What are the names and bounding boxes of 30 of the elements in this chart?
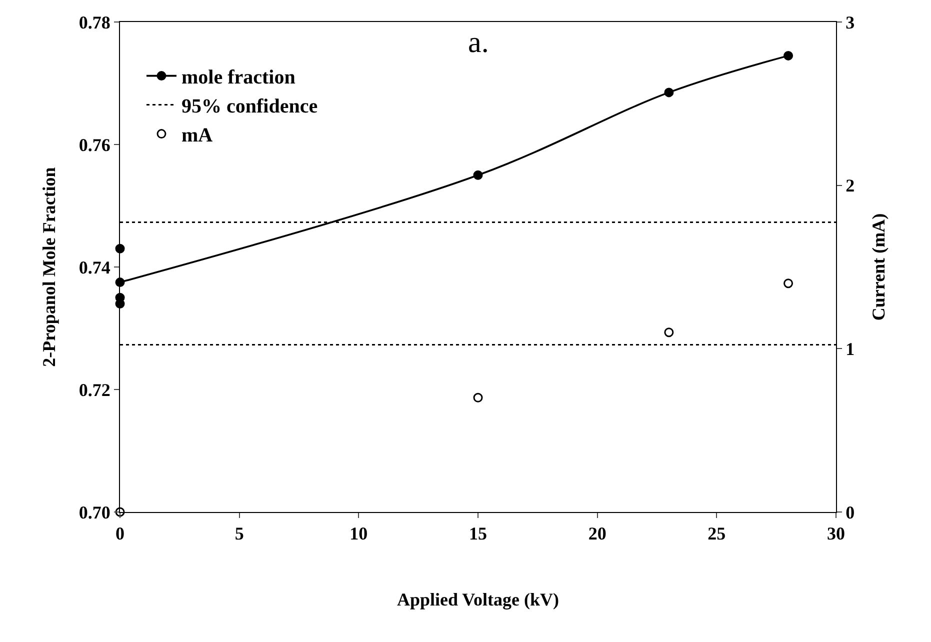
y2-tick-label: 0 <box>846 502 855 522</box>
y2-tick-label: 1 <box>846 338 855 359</box>
point <box>473 170 483 180</box>
y2-tick-label: 2 <box>846 176 855 196</box>
y-tick-label: 0.78 <box>78 12 110 32</box>
x-axis-title: Applied Voltage (kV) <box>396 590 560 610</box>
y-tick-label: 0.74 <box>78 257 110 278</box>
point <box>115 507 125 517</box>
legend-label: mA <box>181 124 214 147</box>
x-tick-label: 15 <box>469 524 487 544</box>
point <box>473 392 483 402</box>
annotation: a. <box>468 26 489 59</box>
y2-tick-label: 3 <box>846 12 855 32</box>
x-tick-label: 0 <box>116 524 124 544</box>
y-tick-label: 0.70 <box>78 502 110 522</box>
point <box>664 328 674 338</box>
point <box>664 88 674 98</box>
y-tick-label: 0.76 <box>78 134 110 155</box>
legend-label: mole fraction <box>181 66 296 89</box>
x-tick-label: 5 <box>234 524 244 544</box>
y2-axis-title: Current (mA) <box>868 213 889 321</box>
point <box>784 278 794 288</box>
x-tick-label: 25 <box>708 524 726 544</box>
x-tick-label: 20 <box>588 524 606 544</box>
x-tick-label: 10 <box>350 524 368 544</box>
y-axis-title: 2-Propanol Mole Fraction <box>39 167 60 367</box>
y-tick-label: 0.72 <box>78 380 110 400</box>
legend-label: 95% confidence <box>181 96 318 118</box>
point <box>784 50 794 60</box>
x-tick-label: 30 <box>827 524 845 544</box>
